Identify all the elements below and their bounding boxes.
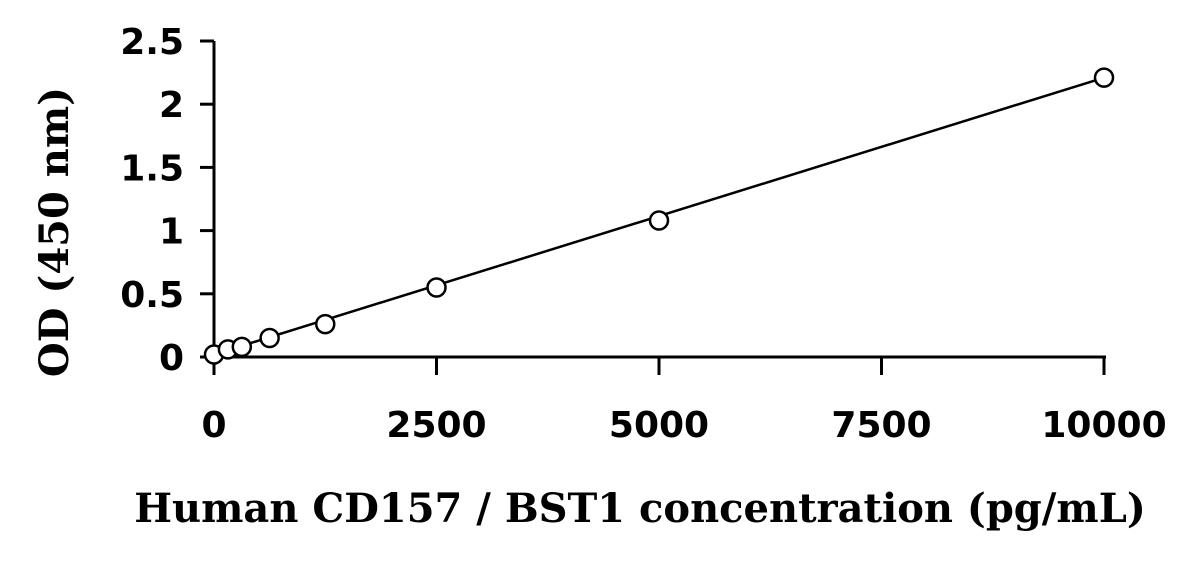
x-tick-label: 0: [201, 405, 226, 446]
y-tick-label: 2: [159, 85, 184, 126]
y-tick-label: 1.5: [120, 148, 184, 189]
data-point: [259, 327, 280, 349]
x-tick-label: 5000: [609, 405, 709, 446]
data-point: [648, 210, 670, 231]
x-tick-label: 10000: [1041, 405, 1166, 446]
y-tick-label: 1: [159, 212, 184, 253]
y-tick-label: 0: [159, 338, 184, 379]
data-points: [203, 67, 1115, 365]
y-ticks: 0 0.5 1 1.5 2 2.5: [120, 22, 214, 379]
x-ticks: 0 2500 5000 7500 10000: [201, 357, 1167, 446]
data-point: [426, 277, 447, 298]
data-point: [315, 313, 336, 335]
data-point: [1093, 67, 1115, 88]
y-tick-label: 2.5: [120, 22, 184, 63]
y-tick-label: 0.5: [120, 275, 184, 316]
x-tick-label: 2500: [386, 405, 486, 446]
x-tick-label: 7500: [831, 405, 931, 446]
y-axis-title: OD (450 nm): [31, 87, 78, 377]
x-axis-title: Human CD157 / BST1 concentration (pg/mL): [134, 485, 1146, 532]
data-point: [231, 336, 253, 358]
